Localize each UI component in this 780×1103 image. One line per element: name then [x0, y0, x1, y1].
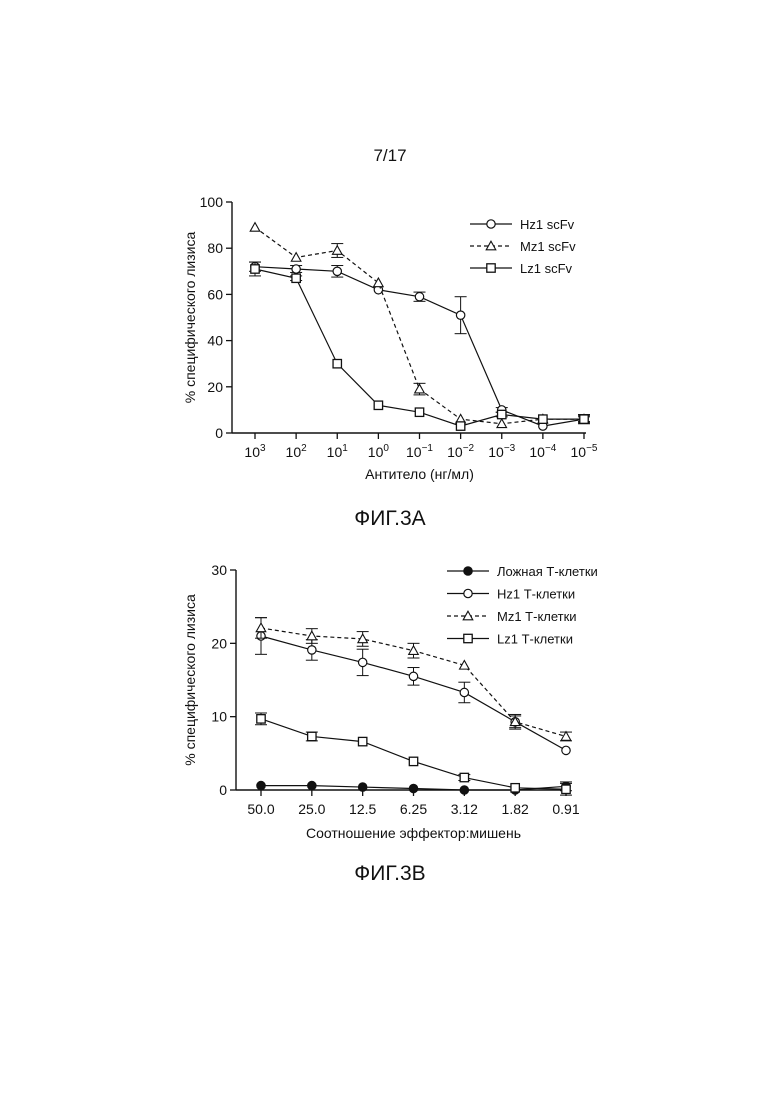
chart-3a-point-2	[539, 415, 547, 423]
chart-3a-point-1	[374, 278, 384, 287]
chart-3a-point-0	[292, 265, 300, 273]
chart-3a-legend-label-2: Lz1 scFv	[520, 261, 573, 276]
chart-3b-point-1	[308, 646, 316, 654]
chart-3b-y-tick-label: 30	[211, 562, 227, 578]
chart-3a-x-axis-label: Антитело (нг/мл)	[365, 466, 474, 482]
chart-3a-point-1	[250, 223, 260, 232]
chart-3b-point-3	[358, 737, 366, 745]
chart-3a-x-tick-label: 102	[286, 443, 308, 460]
chart-3b-point-3	[511, 784, 519, 792]
chart-3b-point-2	[256, 623, 266, 632]
chart-3b-x-tick-label: 0.91	[552, 801, 579, 817]
chart-3a-y-tick-label: 60	[207, 286, 223, 302]
chart-3a-point-1	[497, 419, 507, 428]
chart-3a-point-1	[332, 246, 342, 255]
chart-3b-point-1	[562, 746, 570, 754]
chart-3b-point-3	[562, 785, 570, 793]
chart-3a-x-tick-label: 101	[327, 443, 349, 460]
chart-3b-x-tick-label: 6.25	[400, 801, 427, 817]
chart-3b-point-3	[257, 715, 265, 723]
chart-3b-point-0	[358, 783, 366, 791]
chart-3a-y-axis-label: % специфического лизиса	[182, 232, 198, 404]
chart-3b-legend-label-0: Ложная Т-клетки	[497, 564, 598, 579]
figure-caption-3a: ФИГ.3А	[0, 507, 780, 531]
chart-3b-point-1	[409, 672, 417, 680]
chart-3a-legend-marker-0	[487, 220, 495, 228]
chart-3a-point-2	[251, 265, 259, 273]
chart-3b-point-3	[460, 773, 468, 781]
chart-3a-point-1	[415, 384, 425, 393]
chart-3a-point-2	[580, 415, 588, 423]
chart-3b-x-tick-label: 25.0	[298, 801, 325, 817]
chart-3b-point-0	[409, 784, 417, 792]
chart-3b-legend-marker-1	[464, 589, 472, 597]
chart-3a-point-0	[415, 293, 423, 301]
chart-3b-point-2	[307, 631, 317, 640]
chart-3a-y-tick-label: 100	[200, 194, 224, 210]
chart-3a-y-tick-label: 80	[207, 240, 223, 256]
chart-3a-x-tick-label: 100	[368, 443, 390, 460]
chart-3b-legend-marker-3	[464, 634, 472, 642]
chart-3b-point-2	[409, 646, 419, 655]
chart-3a-x-tick-label: 103	[244, 443, 266, 460]
chart-3a-x-tick-label: 10−3	[488, 443, 515, 460]
chart-3a-legend-label-1: Mz1 scFv	[520, 239, 576, 254]
chart-3a-point-2	[415, 408, 423, 416]
chart-3a-point-2	[456, 422, 464, 430]
chart-3b-legend-marker-0	[464, 567, 472, 575]
chart-3a-series-line-0	[255, 267, 584, 426]
chart-3b-y-tick-label: 10	[211, 709, 227, 725]
figure-caption-3b: ФИГ.3В	[0, 862, 780, 886]
chart-3a-point-2	[498, 410, 506, 418]
chart-3a-legend-marker-2	[487, 264, 495, 272]
chart-3b-y-tick-label: 0	[219, 782, 227, 798]
chart-3b-x-axis-label: Соотношение эффектор:мишень	[306, 825, 521, 841]
chart-3a-y-tick-label: 40	[207, 333, 223, 349]
chart-3a-y-tick-label: 0	[215, 425, 223, 441]
chart-3b-legend-label-3: Lz1 Т-клетки	[497, 632, 573, 647]
chart-3b-x-tick-label: 1.82	[502, 801, 529, 817]
chart-3a-x-tick-label: 10−4	[529, 443, 556, 460]
chart-3b-legend-label-1: Hz1 Т-клетки	[497, 587, 575, 602]
chart-3a-x-tick-label: 10−5	[571, 443, 598, 460]
chart-3b-legend-label-2: Mz1 Т-клетки	[497, 609, 577, 624]
chart-3a-point-2	[374, 401, 382, 409]
chart-3a-point-2	[292, 274, 300, 282]
chart-3b-point-0	[460, 786, 468, 794]
chart-3a-point-1	[291, 253, 301, 262]
chart-3b-point-0	[308, 781, 316, 789]
chart-3b-point-1	[358, 658, 366, 666]
chart-3a-legend-label-0: Hz1 scFv	[520, 217, 575, 232]
chart-3b-x-tick-label: 50.0	[247, 801, 274, 817]
chart-3b-x-tick-label: 3.12	[451, 801, 478, 817]
chart-3a-point-0	[456, 311, 464, 319]
chart-3a-x-tick-label: 10−2	[447, 443, 474, 460]
chart-3b-point-0	[257, 781, 265, 789]
chart-3b-point-1	[460, 688, 468, 696]
chart-3b-point-3	[308, 732, 316, 740]
chart-3b-point-3	[409, 757, 417, 765]
chart-3a-point-0	[333, 267, 341, 275]
chart-3b-y-tick-label: 20	[211, 635, 227, 651]
chart-3a-x-tick-label: 10−1	[406, 443, 433, 460]
chart-3a-y-tick-label: 20	[207, 379, 223, 395]
chart-3b-x-tick-label: 12.5	[349, 801, 376, 817]
chart-3a-point-2	[333, 360, 341, 368]
chart-3b-y-axis-label: % специфического лизиса	[182, 594, 198, 766]
chart-3a: 02040608010010310210110010−110−210−310−4…	[0, 0, 780, 1103]
